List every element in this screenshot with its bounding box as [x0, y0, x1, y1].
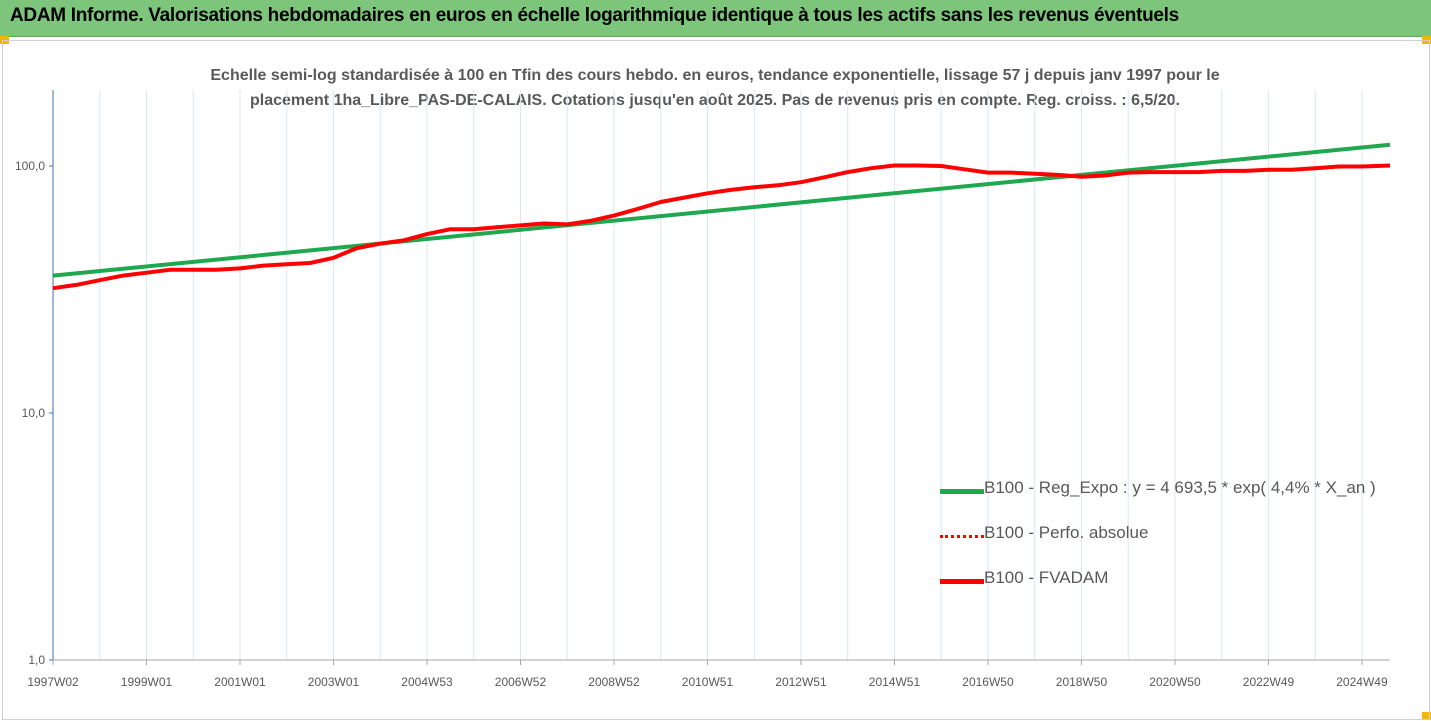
- legend-label-fvadam: B100 - FVADAM: [984, 568, 1109, 587]
- y-tick-label: 1,0: [28, 653, 45, 667]
- x-tick-label: 2022W49: [1243, 675, 1295, 689]
- series-line-solid-green: [52, 142, 1391, 278]
- report-title: ADAM Informe. Valorisations hebdomadaire…: [10, 5, 1179, 26]
- x-tick-label: 2008W52: [588, 675, 640, 689]
- x-tick-label: 2012W51: [775, 675, 827, 689]
- report-header: ADAM Informe. Valorisations hebdomadaire…: [0, 0, 1431, 37]
- chart-frame: [2, 40, 1430, 720]
- x-tick-label: 2001W01: [214, 675, 266, 689]
- x-tick-label: 2016W50: [962, 675, 1014, 689]
- x-tick-label: 2006W52: [495, 675, 547, 689]
- series-lines: [52, 142, 1391, 291]
- x-tick-label: 2010W51: [682, 675, 734, 689]
- axes: [49, 90, 1390, 665]
- x-tick-label: 2020W50: [1149, 675, 1201, 689]
- x-tick-label: 2004W53: [401, 675, 453, 689]
- x-tick-label: 1999W01: [121, 675, 173, 689]
- y-tick-label: 100,0: [15, 159, 45, 173]
- chart-title-line-1: Echelle semi-log standardisée à 100 en T…: [210, 67, 1220, 84]
- legend-item-reg-expo: B100 - Reg_Expo : y = 4 693,5 * exp( 4,4…: [940, 478, 1376, 508]
- x-tick-label: 2018W50: [1056, 675, 1108, 689]
- x-tick-label: 1997W02: [27, 675, 79, 689]
- series-line-solid-red: [52, 163, 1391, 291]
- legend-label-reg-expo: B100 - Reg_Expo : y = 4 693,5 * exp( 4,4…: [984, 478, 1376, 497]
- x-tick-label: 2024W49: [1336, 675, 1388, 689]
- y-tick-label: 10,0: [22, 406, 46, 420]
- tick-labels: 1,0 10,0 100,0 1997W02 1999W01 2001W01 2003W01…: [15, 159, 1388, 689]
- legend-item-fvadam: B100 - FVADAM: [940, 568, 1370, 598]
- legend-item-perfo: B100 - Perfo. absolue: [940, 523, 1370, 553]
- legend-swatch-red-solid: [940, 579, 984, 584]
- corner-accent-bottom-right: [1422, 712, 1431, 720]
- legend-label-perfo: B100 - Perfo. absolue: [984, 523, 1149, 542]
- chart-title: Echelle semi-log standardisée à 100 en T…: [150, 63, 1280, 113]
- legend-swatch-green-solid: [940, 489, 984, 494]
- chart-title-line-2: placement 1ha_Libre_PAS-DE-CALAIS. Cotat…: [249, 92, 1180, 109]
- x-tick-label: 2003W01: [308, 675, 360, 689]
- legend-swatch-red-dotted: [940, 535, 984, 538]
- x-tick-label: 2014W51: [869, 675, 921, 689]
